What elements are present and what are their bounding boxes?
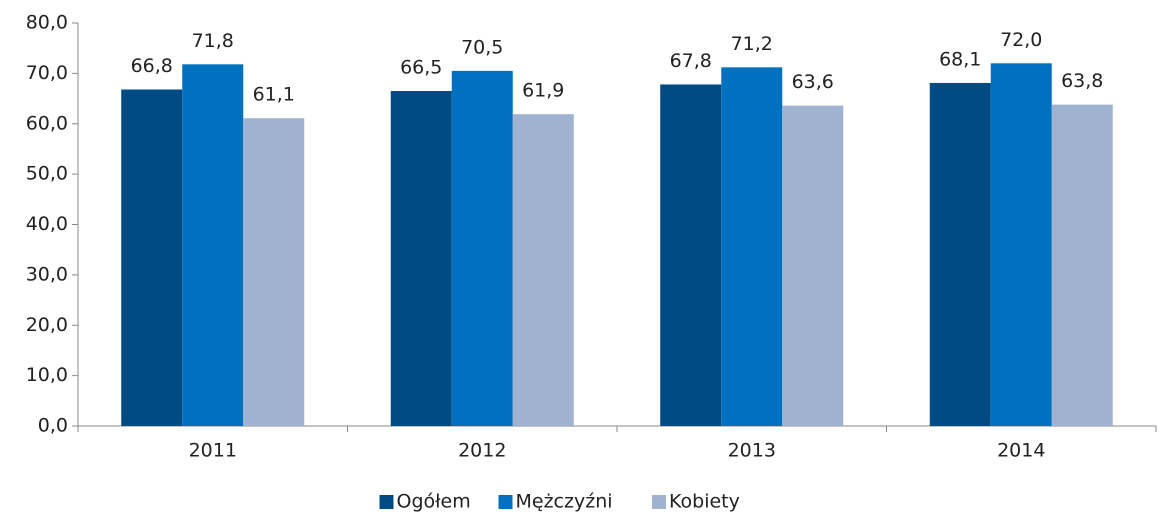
legend-swatch: [652, 495, 666, 509]
bar: [121, 89, 183, 427]
y-tick-label: 70,0: [26, 62, 68, 84]
data-label: 61,9: [522, 80, 564, 102]
x-tick-label: 2013: [728, 440, 776, 462]
data-label: 63,8: [1061, 70, 1103, 92]
data-label: 70,5: [461, 36, 503, 58]
data-label: 71,8: [192, 30, 234, 52]
bar: [512, 114, 574, 427]
x-tick-label: 2011: [189, 440, 237, 462]
bar: [660, 84, 722, 427]
bar: [451, 70, 513, 426]
data-label: 72,0: [1000, 29, 1042, 51]
legend-swatch: [379, 495, 394, 509]
bar: [929, 82, 991, 426]
legend-label: Mężczyźni: [516, 491, 613, 513]
bar: [782, 105, 844, 427]
bar: [390, 91, 452, 426]
y-tick-label: 40,0: [26, 213, 68, 235]
legend-swatch: [498, 495, 513, 509]
bar: [1051, 104, 1113, 427]
y-tick-label: 50,0: [26, 163, 68, 185]
x-tick-label: 2012: [458, 440, 506, 462]
x-tick-label: 2014: [997, 440, 1045, 462]
data-label: 66,8: [131, 55, 173, 77]
data-label: 68,1: [939, 48, 981, 70]
legend-label: Kobiety: [669, 491, 740, 513]
bar: [182, 64, 244, 427]
y-tick-label: 60,0: [26, 112, 68, 134]
data-label: 71,2: [731, 33, 773, 55]
data-label: 61,1: [253, 84, 295, 106]
bar: [721, 67, 783, 426]
data-label: 66,5: [400, 57, 442, 79]
y-tick-label: 0,0: [38, 415, 68, 437]
y-tick-label: 30,0: [26, 263, 68, 285]
y-tick-label: 20,0: [26, 314, 68, 336]
data-label: 63,6: [792, 71, 834, 93]
y-tick-label: 80,0: [26, 12, 68, 34]
legend-label: Ogółem: [397, 491, 471, 513]
bar: [990, 63, 1052, 427]
data-label: 67,8: [670, 50, 712, 72]
bar: [243, 118, 305, 427]
y-tick-label: 10,0: [26, 364, 68, 386]
